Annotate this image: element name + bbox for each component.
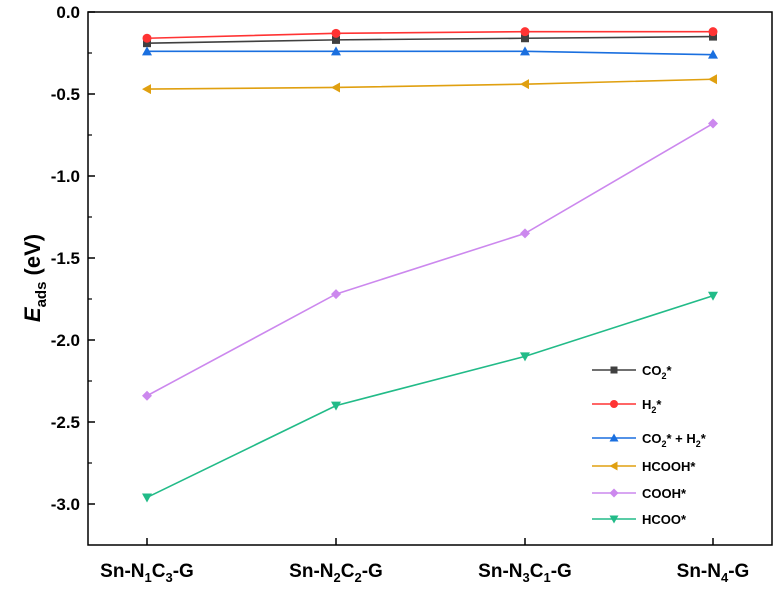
series-line-3 <box>146 78 714 90</box>
legend-label: CO2* <box>642 363 673 381</box>
y-axis-title: Eads (eV) <box>20 234 50 322</box>
legend-label: CO2* + H2* <box>642 431 707 449</box>
series-lines <box>146 30 714 499</box>
x-tick-label: Sn-N2C2-G <box>289 561 383 585</box>
legend-marker <box>610 366 618 374</box>
data-point <box>332 35 340 44</box>
y-tick-label: -1.0 <box>51 167 80 186</box>
x-tick-label: Sn-N3C1-G <box>478 561 572 585</box>
data-point <box>520 46 530 56</box>
legend-label: COOH* <box>642 486 687 501</box>
data-point <box>520 228 530 239</box>
data-point <box>708 27 718 37</box>
data-point <box>142 46 152 56</box>
series-line-2 <box>147 50 714 56</box>
y-tick-label: -1.5 <box>51 249 80 268</box>
data-point <box>520 27 530 37</box>
legend-marker <box>610 400 618 408</box>
data-point <box>143 39 151 48</box>
legend-item: HCOOH* <box>592 459 696 474</box>
data-point <box>331 289 341 300</box>
y-tick-label: -2.0 <box>51 331 80 350</box>
data-point <box>709 32 717 41</box>
data-point <box>331 401 341 411</box>
legend-label: HCOOH* <box>642 459 696 474</box>
data-point <box>331 28 341 38</box>
series-markers <box>142 27 718 503</box>
data-point <box>708 291 718 301</box>
data-point <box>142 493 152 503</box>
series-line-1 <box>146 30 713 40</box>
y-tick-label: -3.0 <box>51 495 80 514</box>
plot-frame <box>87 11 773 546</box>
x-tick-label: Sn-N4-G <box>677 561 750 585</box>
y-tick-label: -2.5 <box>51 413 80 432</box>
x-tick-label: Sn-N1C3-G <box>100 561 194 585</box>
legend-item: H2* <box>592 397 662 415</box>
data-point <box>708 74 717 85</box>
legend-label: H2* <box>642 397 662 415</box>
legend-marker <box>609 515 619 524</box>
legend-marker <box>609 461 618 471</box>
data-point <box>520 352 530 362</box>
data-point <box>142 84 151 95</box>
x-axis: Sn-N1C3-G Sn-N2C2-G Sn-N3C1-G Sn-N4-G <box>100 538 749 585</box>
data-point <box>142 33 152 43</box>
series-line-5 <box>146 294 714 499</box>
series-line-0 <box>146 35 714 44</box>
series-line-4 <box>146 122 714 397</box>
data-point <box>708 49 718 59</box>
legend-label: HCOO* <box>642 512 687 527</box>
data-point <box>142 390 152 401</box>
legend-item: HCOO* <box>592 512 687 527</box>
data-point <box>331 46 341 56</box>
data-point <box>331 82 340 93</box>
data-point <box>520 79 529 90</box>
data-point <box>708 118 718 129</box>
legend-item: CO2* <box>592 363 673 381</box>
legend: CO2* H2* CO2* + H2* HCOOH* COOH* HCOO* <box>592 363 707 527</box>
legend-marker <box>609 433 619 442</box>
data-point <box>521 34 529 43</box>
y-tick-label: 0.0 <box>56 3 80 22</box>
y-tick-label: -0.5 <box>51 85 80 104</box>
legend-item: COOH* <box>592 486 687 501</box>
legend-marker <box>609 488 619 498</box>
legend-item: CO2* + H2* <box>592 431 707 449</box>
y-axis: 0.0 -0.5 -1.0 -1.5 -2.0 -2.5 -3.0 <box>51 3 95 514</box>
